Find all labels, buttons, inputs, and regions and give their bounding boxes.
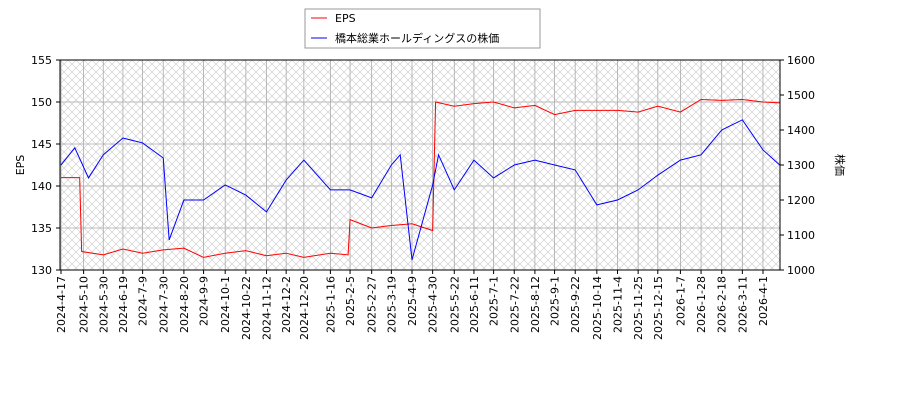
x-tick-label: 2025-11-4 — [611, 276, 624, 333]
x-tick-label: 2025-2-5 — [344, 276, 357, 326]
y2-tick-label: 1200 — [787, 194, 815, 207]
y2-tick-label: 1000 — [787, 264, 815, 277]
y-tick-label: 150 — [31, 96, 52, 109]
y2-tick-label: 1600 — [787, 54, 815, 67]
x-tick-label: 2026-2-18 — [716, 276, 729, 333]
x-tick-label: 2024-5-10 — [78, 276, 91, 333]
x-tick-label: 2026-1-7 — [674, 276, 687, 326]
legend-label-price: 橋本総業ホールディングスの株価 — [335, 31, 499, 45]
legend-label-eps: EPS — [335, 12, 356, 25]
x-tick-label: 2024-5-30 — [97, 276, 110, 333]
x-tick-label: 2025-6-11 — [468, 276, 481, 333]
y2-tick-label: 1400 — [787, 124, 815, 137]
y2-tick-label: 1300 — [787, 159, 815, 172]
stock-price-line — [60, 119, 781, 260]
x-tick-label: 2026-1-28 — [695, 276, 708, 333]
x-tick-label: 2024-8-20 — [178, 276, 191, 333]
y2-tick-label: 1500 — [787, 89, 815, 102]
x-tick-label: 2025-4-9 — [406, 276, 419, 326]
y-tick-label: 155 — [31, 54, 52, 67]
plot-area — [60, 60, 780, 270]
x-tick-label: 2024-4-17 — [55, 276, 68, 333]
x-tick-label: 2025-9-22 — [569, 276, 582, 333]
x-tick-label: 2024-11-12 — [260, 276, 273, 340]
x-tick-label: 2026-3-11 — [736, 276, 749, 333]
x-tick-label: 2024-10-22 — [240, 276, 253, 340]
x-tick-label: 2024-7-30 — [157, 276, 170, 333]
x-tick-label: 2024-7-9 — [137, 276, 150, 326]
x-tick-label: 2025-2-27 — [366, 276, 379, 333]
x-tick-label: 2024-12-20 — [298, 276, 311, 340]
y-axis-label: EPS — [14, 155, 27, 176]
x-tick-label: 2025-8-12 — [529, 276, 542, 333]
x-tick-label: 2025-3-19 — [385, 276, 398, 333]
x-tick-label: 2025-9-1 — [549, 276, 562, 326]
x-tick-label: 2025-5-22 — [448, 276, 461, 333]
y-tick-label: 140 — [31, 180, 52, 193]
legend: EPS 橋本総業ホールディングスの株価 — [304, 8, 541, 49]
x-tick-label: 2025-12-15 — [652, 276, 665, 340]
x-tick-label: 2025-11-25 — [632, 276, 645, 340]
x-tick-label: 2024-10-1 — [219, 276, 232, 333]
y2-axis-label: 株価 — [833, 154, 847, 176]
y-tick-label: 145 — [31, 138, 52, 151]
x-tick-label: 2025-7-1 — [488, 276, 501, 326]
x-tick-label: 2026-4-1 — [757, 276, 770, 326]
x-tick-label: 2025-1-16 — [324, 276, 337, 333]
y-tick-label: 135 — [31, 222, 52, 235]
y-tick-label: 130 — [31, 264, 52, 277]
x-tick-label: 2025-10-14 — [591, 276, 604, 340]
y2-tick-label: 1100 — [787, 229, 815, 242]
x-tick-label: 2024-12-2 — [280, 276, 293, 333]
x-tick-label: 2025-7-22 — [508, 276, 521, 333]
eps-line — [61, 98, 780, 258]
x-tick-label: 2024-6-19 — [117, 276, 130, 333]
x-tick-label: 2025-4-30 — [427, 276, 440, 333]
x-tick-label: 2024-9-9 — [198, 276, 211, 326]
